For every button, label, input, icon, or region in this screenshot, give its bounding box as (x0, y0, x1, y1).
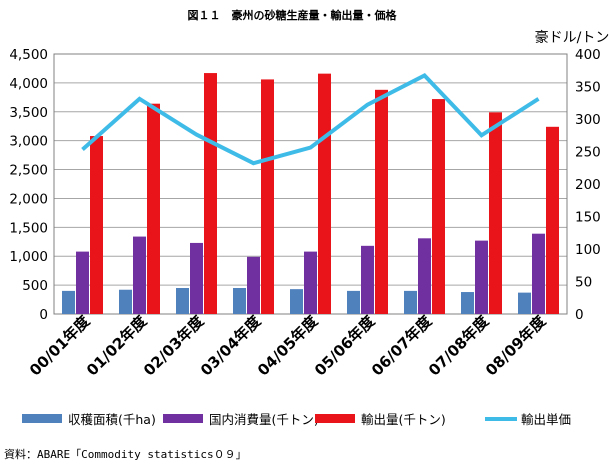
bar (418, 238, 431, 314)
legend-swatch (163, 414, 203, 423)
bar (347, 290, 360, 314)
right-axis-unit: 豪ドル/トン (535, 30, 610, 46)
bar (233, 288, 246, 314)
source-note: 資料：ABARE「Commodity statistics０９」 (4, 447, 247, 461)
category-labels: 00/01年度01/02年度02/03年度03/04年度04/05年度05/06… (26, 311, 550, 379)
bar (204, 73, 217, 314)
bar (190, 242, 203, 314)
left-tick-label: 3,500 (9, 105, 48, 121)
bar (90, 136, 103, 314)
bar (546, 126, 559, 314)
left-tick-label: 2,500 (9, 163, 48, 179)
category-label: 01/02年度 (83, 311, 151, 379)
category-label: 05/06年度 (311, 311, 379, 379)
left-tick-label: 4,000 (9, 76, 48, 92)
bar (475, 240, 488, 314)
right-tick-label: 0 (575, 307, 584, 323)
right-tick-label: 100 (575, 242, 601, 258)
category-label: 04/05年度 (254, 311, 322, 379)
left-axis-ticks: 0 500 1,000 1,500 2,000 2,500 3,000 3,500 4,000 4… (9, 47, 48, 323)
bar (461, 292, 474, 314)
right-tick-label: 200 (575, 177, 601, 193)
legend-label: 輸出量(千トン) (361, 412, 446, 427)
bar (133, 236, 146, 314)
category-label: 07/08年度 (425, 311, 493, 379)
right-tick-label: 50 (575, 275, 592, 291)
bar (318, 73, 331, 315)
category-label: 03/04年度 (197, 311, 265, 379)
left-tick-label: 3,000 (9, 134, 48, 150)
bar (76, 251, 89, 314)
right-tick-label: 150 (575, 210, 601, 226)
category-label: 00/01年度 (26, 311, 94, 379)
legend-swatch (22, 414, 62, 423)
category-label: 06/07年度 (368, 311, 436, 379)
legend-label: 収穫面積(千ha) (68, 412, 156, 427)
left-tick-label: 2,000 (9, 191, 48, 207)
bar (432, 99, 445, 314)
bar (176, 288, 189, 314)
left-tick-label: 4,500 (9, 47, 48, 63)
right-tick-label: 300 (575, 112, 601, 128)
left-tick-label: 1,500 (9, 220, 48, 236)
right-tick-label: 250 (575, 145, 601, 161)
bar (404, 290, 417, 314)
left-tick-label: 1,000 (9, 249, 48, 265)
legend-swatch (315, 414, 355, 423)
bar (489, 112, 502, 314)
legend-label: 国内消費量(千トン) (209, 412, 319, 427)
right-tick-label: 400 (575, 47, 601, 63)
bar (119, 289, 132, 314)
bar (147, 103, 160, 314)
bar (304, 251, 317, 314)
right-axis-ticks: 0 50 100 150 200 250 300 350 400 (575, 47, 601, 323)
chart-title: 図１１ 豪州の砂糖生産量・輸出量・価格 (188, 8, 398, 22)
bars (62, 73, 559, 315)
bar (261, 79, 274, 314)
bar (247, 256, 260, 314)
legend-label: 輸出単価 (521, 412, 571, 427)
series-line (81, 72, 540, 166)
left-tick-label: 0 (39, 307, 48, 323)
bar (62, 290, 75, 314)
right-tick-label: 350 (575, 80, 601, 96)
left-tick-label: 500 (22, 278, 48, 294)
legend: 収穫面積(千ha) 国内消費量(千トン) 輸出量(千トン) 輸出単価 (22, 412, 571, 427)
bar (518, 292, 531, 314)
bar (532, 233, 545, 314)
export-price-line (81, 72, 540, 166)
bar (361, 245, 374, 314)
bar (290, 289, 303, 314)
bar (375, 89, 388, 314)
category-label: 08/09年度 (482, 311, 550, 379)
category-label: 02/03年度 (140, 311, 208, 379)
